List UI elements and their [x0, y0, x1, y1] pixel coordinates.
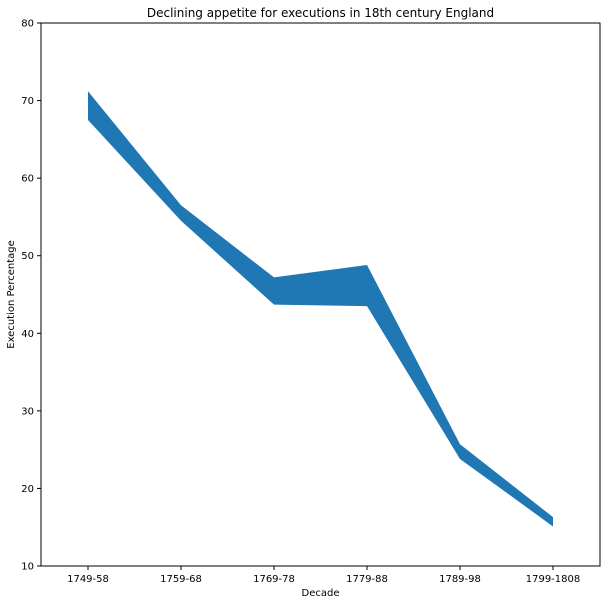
- x-axis: 1749-58 1759-68 1769-78 1779-88 1789-98 1799-…: [67, 566, 580, 585]
- plot-frame: [40, 22, 601, 567]
- x-axis-label: Decade: [302, 588, 340, 599]
- area-band-group: [88, 91, 553, 527]
- y-tick-label: 70: [21, 96, 34, 107]
- area-segment-3: [274, 265, 367, 307]
- y-tick-label: 60: [21, 174, 34, 185]
- area-segment-1: [88, 91, 181, 221]
- y-tick-label: 30: [21, 406, 34, 417]
- x-tick-label: 1799-1808: [526, 574, 581, 585]
- x-tick-label: 1789-98: [439, 574, 481, 585]
- y-axis-label: Execution Percentage: [6, 240, 17, 349]
- y-tick-label: 50: [21, 251, 34, 262]
- x-tick-label: 1759-68: [160, 574, 202, 585]
- y-tick-label: 20: [21, 484, 34, 495]
- area-segment-2: [181, 205, 274, 305]
- y-tick-label: 40: [21, 329, 34, 340]
- y-tick-label: 10: [21, 562, 34, 573]
- x-tick-label: 1779-88: [346, 574, 388, 585]
- x-tick-label: 1749-58: [67, 574, 109, 585]
- x-tick-label: 1769-78: [253, 574, 295, 585]
- area-segment-4: [367, 265, 460, 459]
- area-segment-5: [460, 444, 553, 527]
- y-axis: 10 20 30 40 50 60 70 80: [21, 19, 41, 573]
- chart-title: Declining appetite for executions in 18t…: [147, 6, 494, 20]
- y-tick-label: 80: [21, 19, 34, 30]
